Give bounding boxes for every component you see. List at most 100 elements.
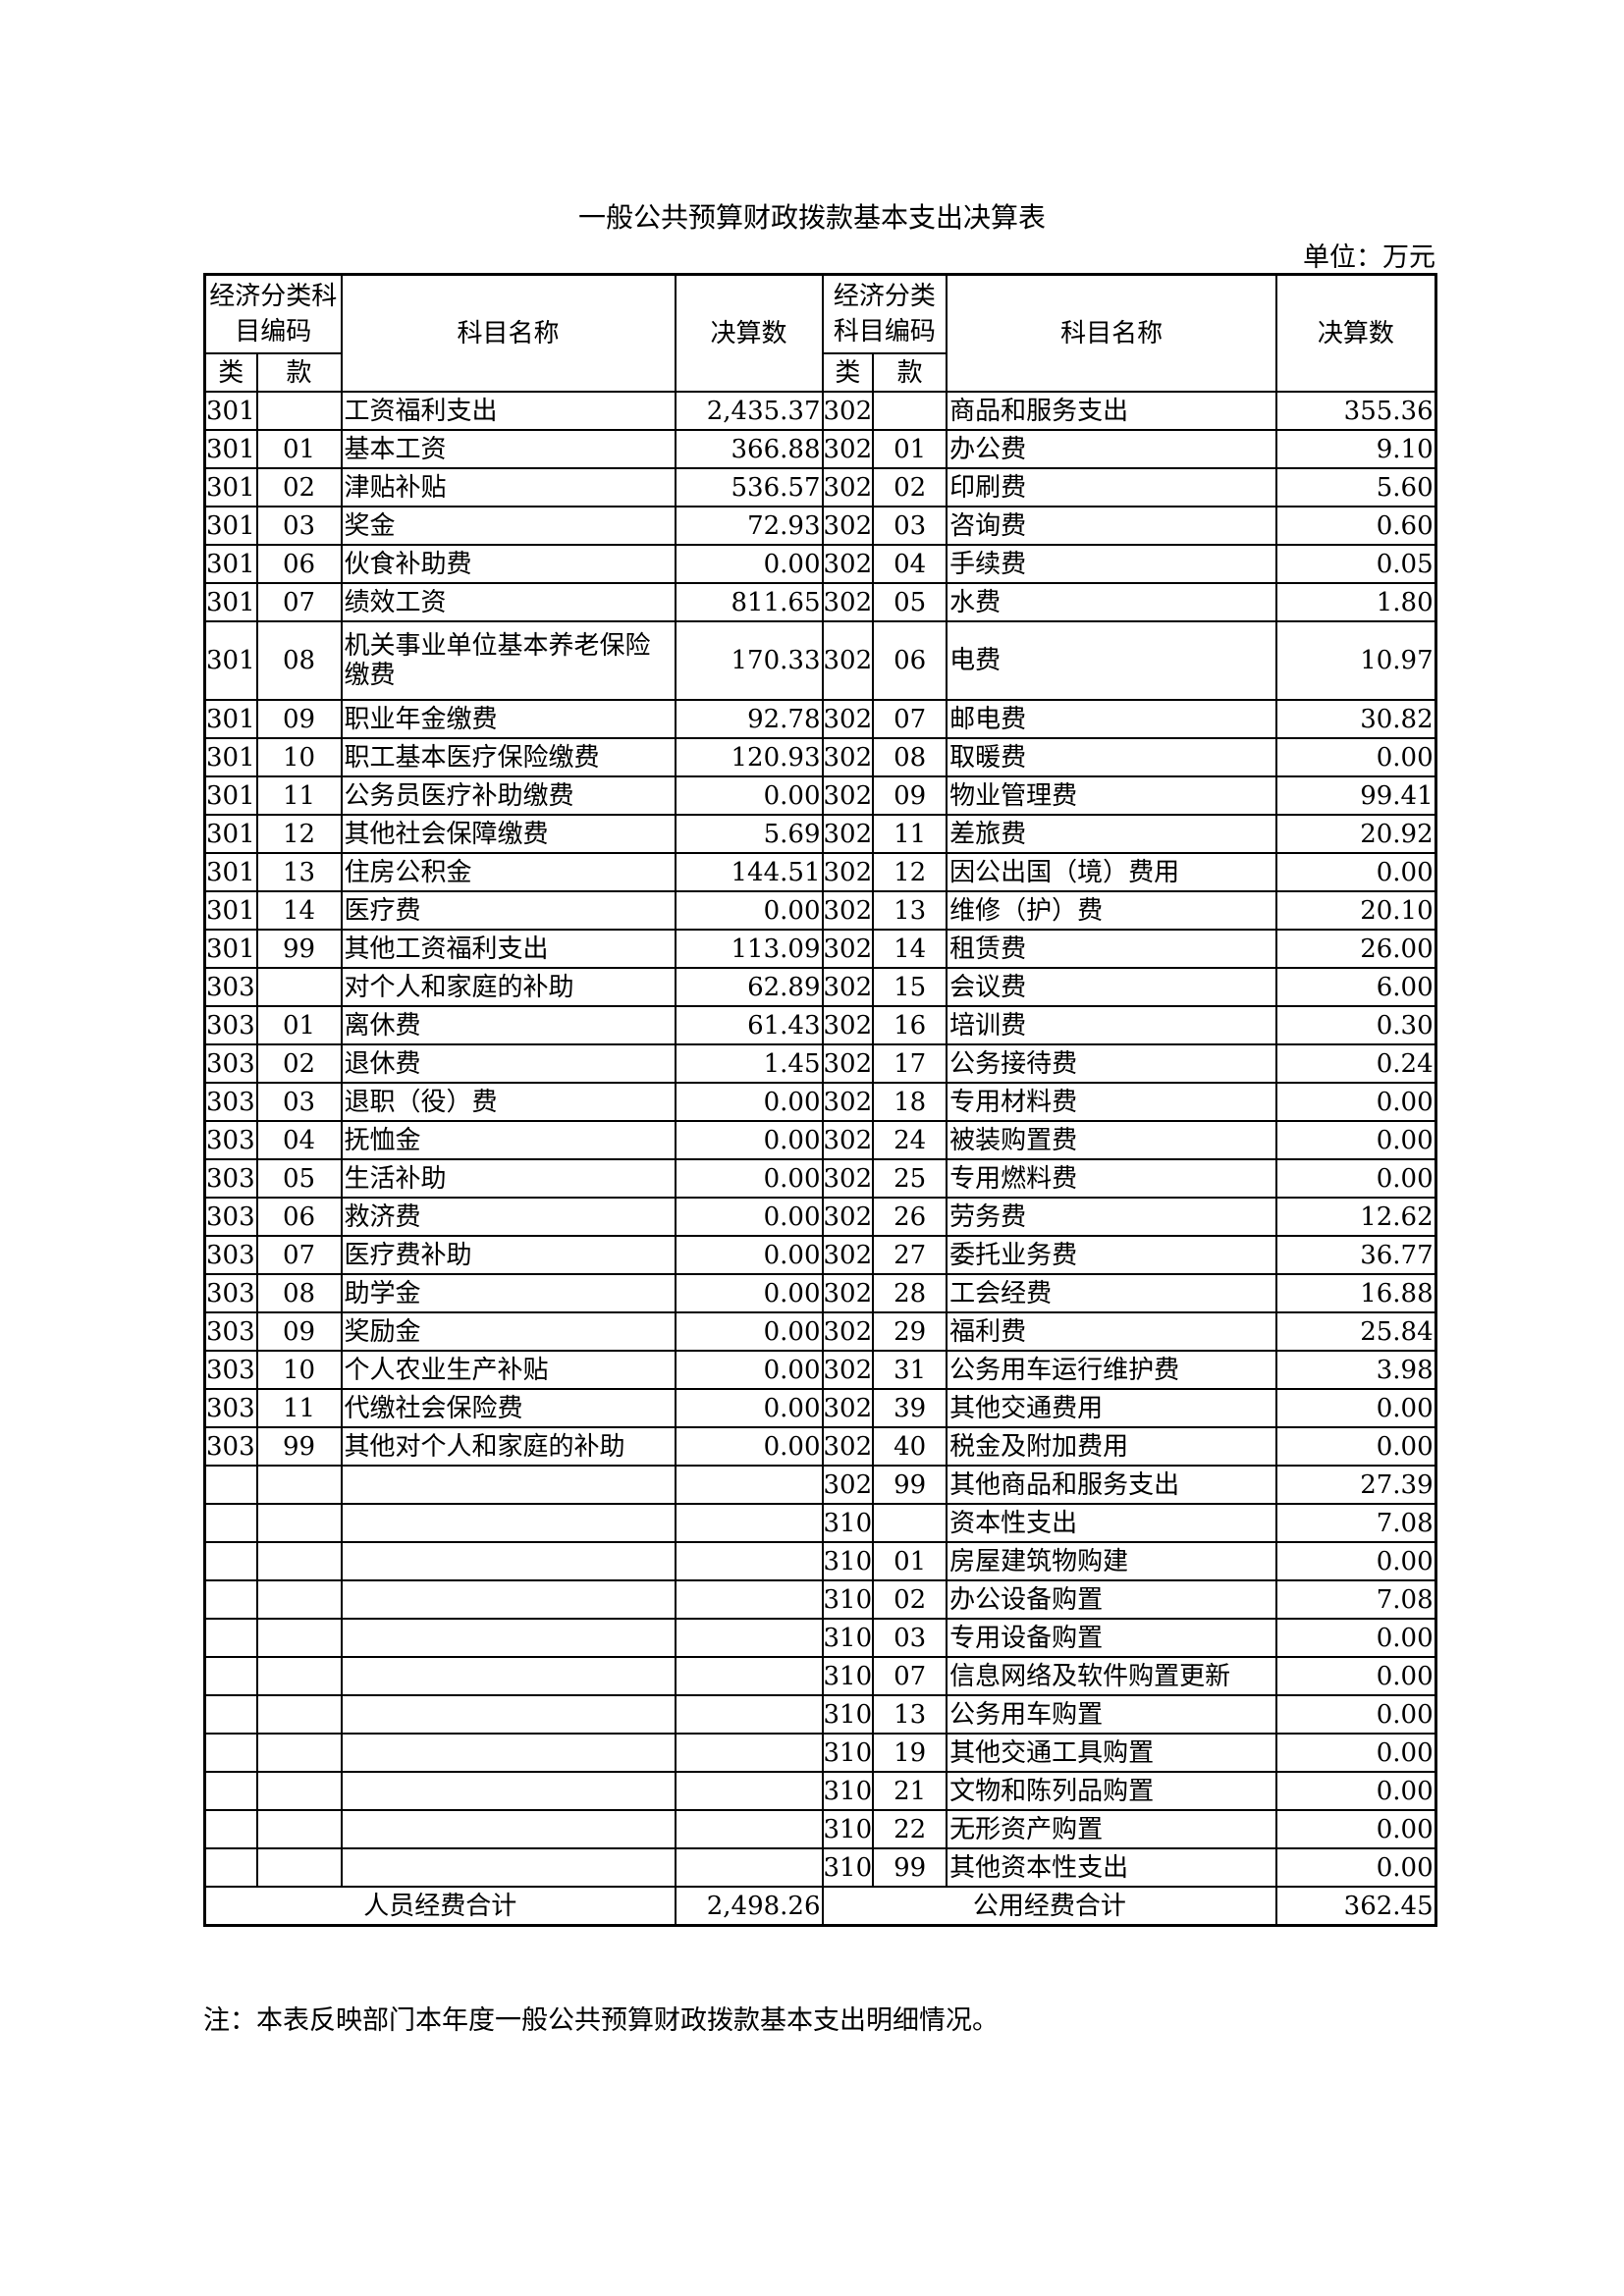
right-amount-cell: 27.39	[1275, 1465, 1437, 1505]
right-amount-cell: 99.41	[1275, 775, 1437, 816]
right-amount-cell: 16.88	[1275, 1273, 1437, 1313]
right-item-cell: 13	[872, 890, 948, 931]
left-amount-cell: 0.00	[674, 1082, 824, 1122]
right-name-cell: 公务用车购置	[946, 1694, 1278, 1735]
right-amount-cell: 0.00	[1275, 1847, 1437, 1888]
right-amount-cell: 25.84	[1275, 1311, 1437, 1352]
right-name-cell: 邮电费	[946, 699, 1278, 739]
right-cat-cell: 302	[821, 620, 875, 701]
right-name-cell: 其他商品和服务支出	[946, 1465, 1278, 1505]
right-cat-cell: 302	[821, 737, 875, 777]
header-econ-code-left: 经济分类科目编码	[203, 273, 343, 354]
header-category-left: 类	[203, 352, 258, 393]
left-item-cell: 06	[255, 1197, 343, 1237]
table-row: 303 05 生活补助 0.00 302 25 专用燃料费 0.00	[203, 1158, 1437, 1199]
left-item-cell: 02	[255, 467, 343, 507]
right-name-cell: 专用材料费	[946, 1082, 1278, 1122]
left-amount-cell: 62.89	[674, 967, 824, 1007]
table-row: 301 09 职业年金缴费 92.78 302 07 邮电费 30.82	[203, 699, 1437, 739]
right-name-cell: 信息网络及软件购置更新	[946, 1656, 1278, 1696]
left-amount-cell: 61.43	[674, 1005, 824, 1045]
left-cat-cell: 301	[203, 391, 258, 431]
table-row: 301 03 奖金 72.93 302 03 咨询费 0.60	[203, 506, 1437, 546]
table-row: 310 21 文物和陈列品购置 0.00	[203, 1771, 1437, 1811]
left-amount-cell	[674, 1503, 824, 1543]
left-item-cell: 09	[255, 699, 343, 739]
left-amount-cell: 0.00	[674, 1426, 824, 1467]
header-item-right: 款	[872, 352, 948, 393]
header-econ-code-right: 经济分类科目编码	[821, 273, 948, 354]
right-cat-cell: 302	[821, 929, 875, 969]
left-amount-cell: 536.57	[674, 467, 824, 507]
right-name-cell: 差旅费	[946, 814, 1278, 854]
table-row: 301 11 公务员医疗补助缴费 0.00 302 09 物业管理费 99.41	[203, 775, 1437, 816]
left-name-cell: 职工基本医疗保险缴费	[340, 737, 677, 777]
left-item-cell: 03	[255, 506, 343, 546]
right-item-cell: 03	[872, 1618, 948, 1658]
left-item-cell	[255, 1847, 343, 1888]
left-item-cell: 06	[255, 544, 343, 584]
left-amount-cell: 0.00	[674, 544, 824, 584]
right-cat-cell: 302	[821, 1158, 875, 1199]
right-item-cell: 17	[872, 1043, 948, 1084]
right-item-cell: 01	[872, 429, 948, 469]
right-cat-cell: 302	[821, 699, 875, 739]
right-cat-cell: 310	[821, 1541, 875, 1581]
left-name-cell: 住房公积金	[340, 852, 677, 892]
left-item-cell: 13	[255, 852, 343, 892]
right-amount-cell: 7.08	[1275, 1503, 1437, 1543]
right-cat-cell: 302	[821, 1273, 875, 1313]
header-amount-right: 决算数	[1275, 273, 1437, 393]
right-name-cell: 电费	[946, 620, 1278, 701]
right-cat-cell: 310	[821, 1809, 875, 1849]
table-row: 303 03 退职（役）费 0.00 302 18 专用材料费 0.00	[203, 1082, 1437, 1122]
left-name-cell: 抚恤金	[340, 1120, 677, 1160]
left-cat-cell: 303	[203, 1158, 258, 1199]
left-item-cell: 07	[255, 582, 343, 622]
left-cat-cell: 303	[203, 1273, 258, 1313]
left-cat-cell	[203, 1847, 258, 1888]
left-cat-cell	[203, 1618, 258, 1658]
left-amount-cell: 0.00	[674, 1235, 824, 1275]
table-row: 303 06 救济费 0.00 302 26 劳务费 12.62	[203, 1197, 1437, 1237]
left-amount-cell: 0.00	[674, 1120, 824, 1160]
left-item-cell: 99	[255, 929, 343, 969]
left-amount-cell	[674, 1579, 824, 1620]
left-cat-cell	[203, 1541, 258, 1581]
right-cat-cell: 302	[821, 544, 875, 584]
left-item-cell: 07	[255, 1235, 343, 1275]
right-cat-cell: 302	[821, 1426, 875, 1467]
left-name-cell	[340, 1847, 677, 1888]
right-name-cell: 商品和服务支出	[946, 391, 1278, 431]
right-amount-cell: 0.00	[1275, 1541, 1437, 1581]
public-total-amount: 362.45	[1275, 1886, 1437, 1927]
left-item-cell: 99	[255, 1426, 343, 1467]
left-item-cell	[255, 1656, 343, 1696]
header-subrow: 类 款 类 款	[203, 352, 1436, 393]
left-name-cell: 职业年金缴费	[340, 699, 677, 739]
left-name-cell	[340, 1694, 677, 1735]
right-amount-cell: 0.00	[1275, 1082, 1437, 1122]
left-cat-cell: 303	[203, 967, 258, 1007]
left-cat-cell: 301	[203, 929, 258, 969]
table-row: 310 资本性支出 7.08	[203, 1503, 1437, 1543]
left-cat-cell	[203, 1465, 258, 1505]
right-cat-cell: 310	[821, 1771, 875, 1811]
left-item-cell	[255, 1541, 343, 1581]
right-item-cell: 29	[872, 1311, 948, 1352]
right-amount-cell: 26.00	[1275, 929, 1437, 969]
left-item-cell	[255, 1809, 343, 1849]
left-name-cell: 奖金	[340, 506, 677, 546]
right-amount-cell: 0.00	[1275, 1656, 1437, 1696]
right-name-cell: 税金及附加费用	[946, 1426, 1278, 1467]
right-name-cell: 被装购置费	[946, 1120, 1278, 1160]
table-row: 310 01 房屋建筑物购建 0.00	[203, 1541, 1437, 1581]
left-cat-cell: 303	[203, 1197, 258, 1237]
left-cat-cell: 301	[203, 620, 258, 701]
left-name-cell: 公务员医疗补助缴费	[340, 775, 677, 816]
right-item-cell	[872, 391, 948, 431]
right-amount-cell: 0.24	[1275, 1043, 1437, 1084]
left-amount-cell: 120.93	[674, 737, 824, 777]
right-cat-cell: 302	[821, 1388, 875, 1428]
left-item-cell: 08	[255, 620, 343, 701]
